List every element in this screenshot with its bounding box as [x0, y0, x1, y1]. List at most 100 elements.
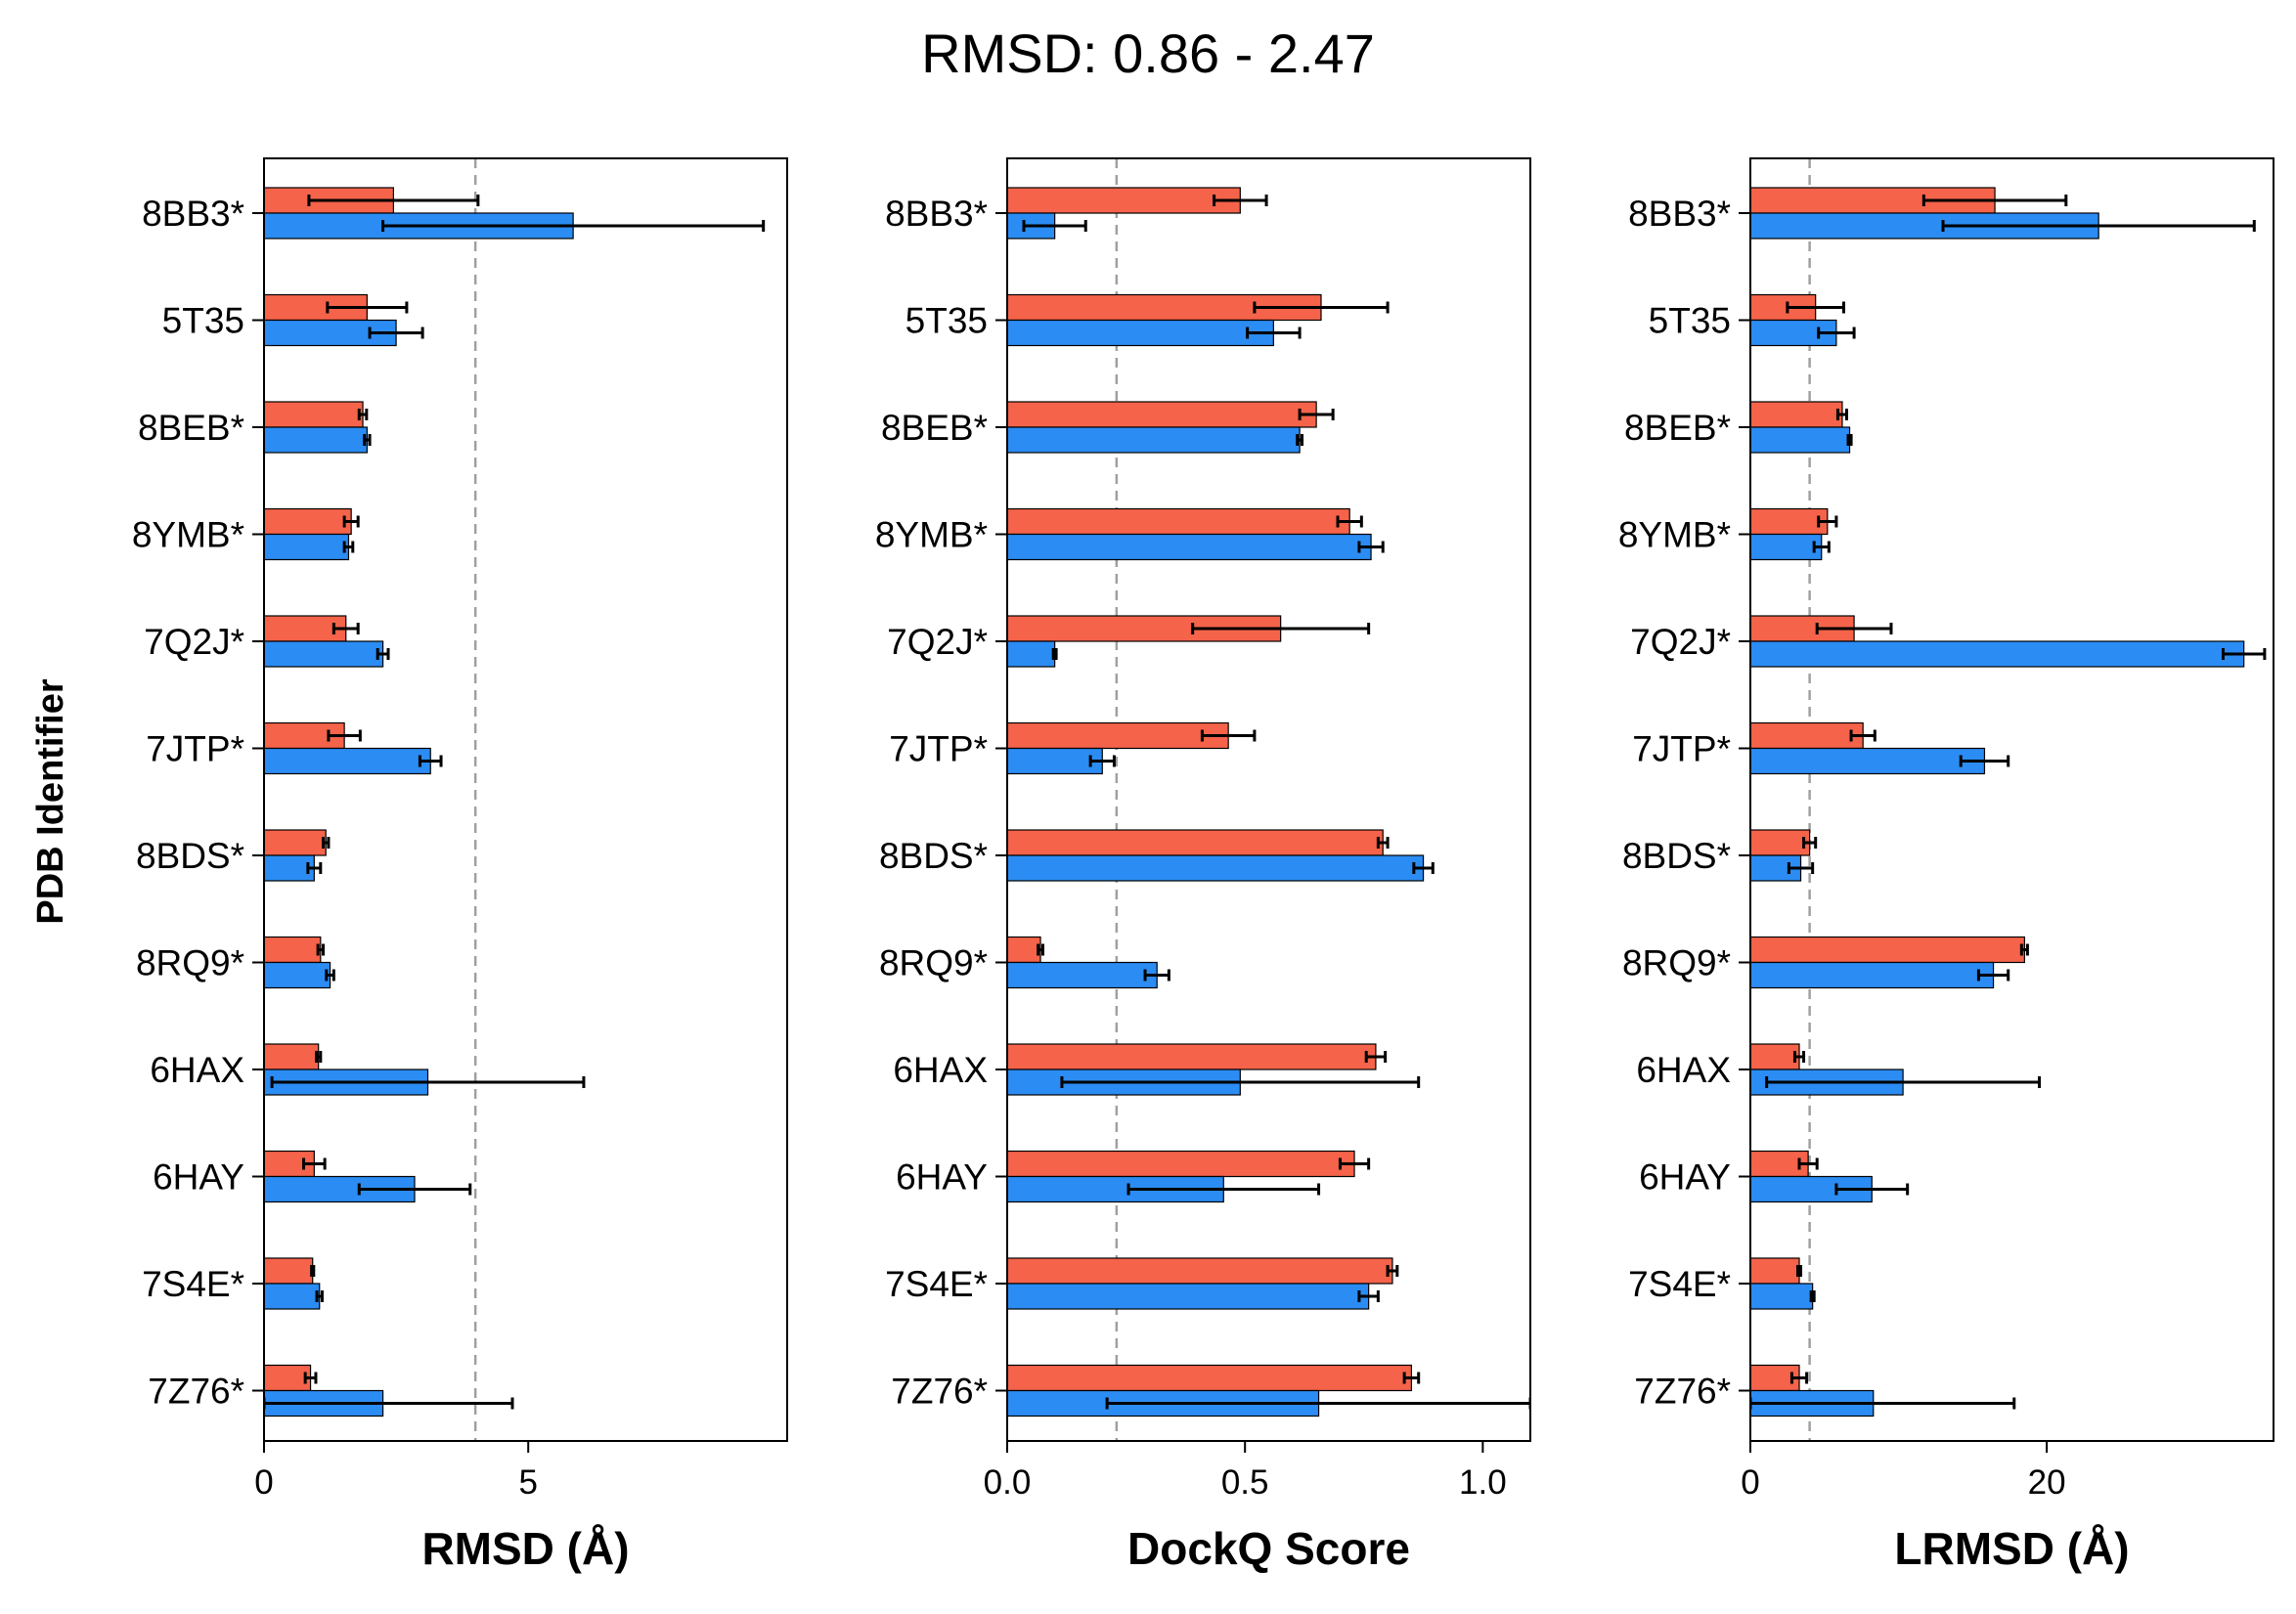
bar	[1750, 640, 2245, 668]
y-tick-label: 8BEB*	[138, 408, 244, 448]
bar	[264, 640, 384, 668]
axes-frame	[263, 157, 788, 1442]
bar	[1750, 1043, 1800, 1070]
bar	[1007, 1043, 1377, 1070]
bar	[1007, 187, 1241, 214]
y-tick-label: 5T35	[162, 301, 244, 341]
y-tick-label: 8BDS*	[1622, 836, 1731, 876]
bar	[264, 1364, 312, 1392]
plot-area	[1007, 158, 1530, 1441]
bar	[1007, 533, 1372, 561]
y-tick-label: 7S4E*	[1628, 1264, 1731, 1304]
y-tick-label: 8YMB*	[875, 515, 988, 555]
bar	[1007, 854, 1425, 882]
y-tick-label: 7JTP*	[1632, 729, 1731, 769]
bar	[1007, 319, 1274, 347]
panel-dockq: 8BB3* 5T35 8BEB* 8YMB* 7Q2J* 7JTP* 8BDS* 8RQ9* 6…	[875, 157, 1531, 1574]
y-tick-label: 7Z76*	[891, 1372, 988, 1412]
y-tick-label: 7Q2J*	[144, 622, 244, 662]
y-tick-label: 8BEB*	[881, 408, 988, 448]
bar	[264, 747, 431, 775]
y-tick-label: 7Q2J*	[1630, 622, 1731, 662]
bar	[1750, 721, 1864, 750]
bar	[264, 426, 368, 454]
bar	[264, 401, 364, 428]
bar	[264, 1257, 314, 1285]
x-axis-label: DockQ Score	[1127, 1523, 1410, 1574]
y-tick-label: 8BB3*	[1628, 194, 1731, 234]
bar	[1750, 1283, 1814, 1310]
bar	[1750, 426, 1851, 454]
y-tick-label: 5T35	[905, 301, 988, 341]
y-tick-label: 5T35	[1649, 301, 1731, 341]
y-tick-label: 7Z76*	[1634, 1372, 1731, 1412]
y-tick-label: 6HAX	[893, 1050, 988, 1090]
bar	[1007, 721, 1229, 750]
x-tick-label: 5	[518, 1463, 537, 1502]
x-tick-label: 1.0	[1459, 1463, 1507, 1502]
x-tick-label: 20	[2028, 1463, 2066, 1502]
bar	[1750, 829, 1811, 856]
bar	[1007, 401, 1317, 428]
bar	[1007, 1150, 1355, 1178]
bar	[1007, 615, 1282, 642]
x-tick-label: 0	[1741, 1463, 1759, 1502]
bar	[1750, 936, 2025, 964]
bar	[1007, 1283, 1370, 1310]
x-tick-label: 0	[254, 1463, 273, 1502]
bar	[264, 961, 331, 989]
y-tick-label: 8BB3*	[142, 194, 244, 234]
x-axis-label: LRMSD (Å)	[1894, 1523, 2129, 1574]
panel-rmsd: 8BB3* 5T35 8BEB* 8YMB* 7Q2J* 7JTP* 8BDS* 8RQ9* 6…	[132, 157, 788, 1574]
bar	[1007, 936, 1041, 964]
y-tick-label: 8YMB*	[1618, 515, 1731, 555]
x-tick-label: 0.0	[984, 1463, 1032, 1502]
bar	[1007, 829, 1384, 856]
bar	[1007, 961, 1158, 989]
bar	[264, 533, 350, 561]
panel-lrmsd: 8BB3* 5T35 8BEB* 8YMB* 7Q2J* 7JTP* 8BDS* 8RQ9* 6…	[1618, 157, 2274, 1574]
y-tick-label: 8BDS*	[136, 836, 244, 876]
y-tick-label: 8RQ9*	[1622, 943, 1731, 983]
x-axis-label: RMSD (Å)	[421, 1523, 629, 1574]
bar	[264, 936, 322, 964]
y-tick-label: 8RQ9*	[136, 943, 244, 983]
bar	[264, 1283, 321, 1310]
bar	[264, 854, 315, 882]
y-axis-label: PDB Identifier	[30, 678, 71, 924]
bar	[264, 829, 327, 856]
bar	[1750, 507, 1829, 536]
bar	[1007, 747, 1103, 775]
y-tick-label: 8BDS*	[879, 836, 988, 876]
y-tick-label: 8BEB*	[1624, 408, 1731, 448]
figure-title: RMSD: 0.86 - 2.47	[921, 22, 1375, 84]
axes-frame	[1749, 157, 2274, 1442]
y-tick-label: 8BB3*	[885, 194, 988, 234]
y-tick-label: 6HAY	[1639, 1157, 1731, 1198]
y-tick-label: 8YMB*	[132, 515, 244, 555]
y-tick-label: 6HAX	[1636, 1050, 1731, 1090]
plot-area	[264, 158, 766, 1441]
bar	[264, 1043, 320, 1070]
y-tick-label: 7Z76*	[148, 1372, 244, 1412]
axes-frame	[1006, 157, 1531, 1442]
bar	[1007, 640, 1056, 668]
bar	[1007, 1364, 1413, 1392]
y-tick-label: 6HAY	[896, 1157, 988, 1198]
y-tick-label: 7JTP*	[889, 729, 988, 769]
y-tick-label: 7S4E*	[885, 1264, 988, 1304]
bar	[1750, 533, 1823, 561]
bar	[1750, 401, 1843, 428]
bar	[1750, 747, 1986, 775]
plot-area	[1750, 158, 2267, 1441]
y-tick-label: 8RQ9*	[879, 943, 988, 983]
y-tick-label: 7JTP*	[146, 729, 244, 769]
bar	[1007, 426, 1301, 454]
bar	[264, 507, 352, 536]
y-tick-label: 7S4E*	[142, 1264, 244, 1304]
bar	[1750, 961, 1995, 989]
bar	[1007, 507, 1350, 536]
bar	[1750, 1257, 1800, 1285]
